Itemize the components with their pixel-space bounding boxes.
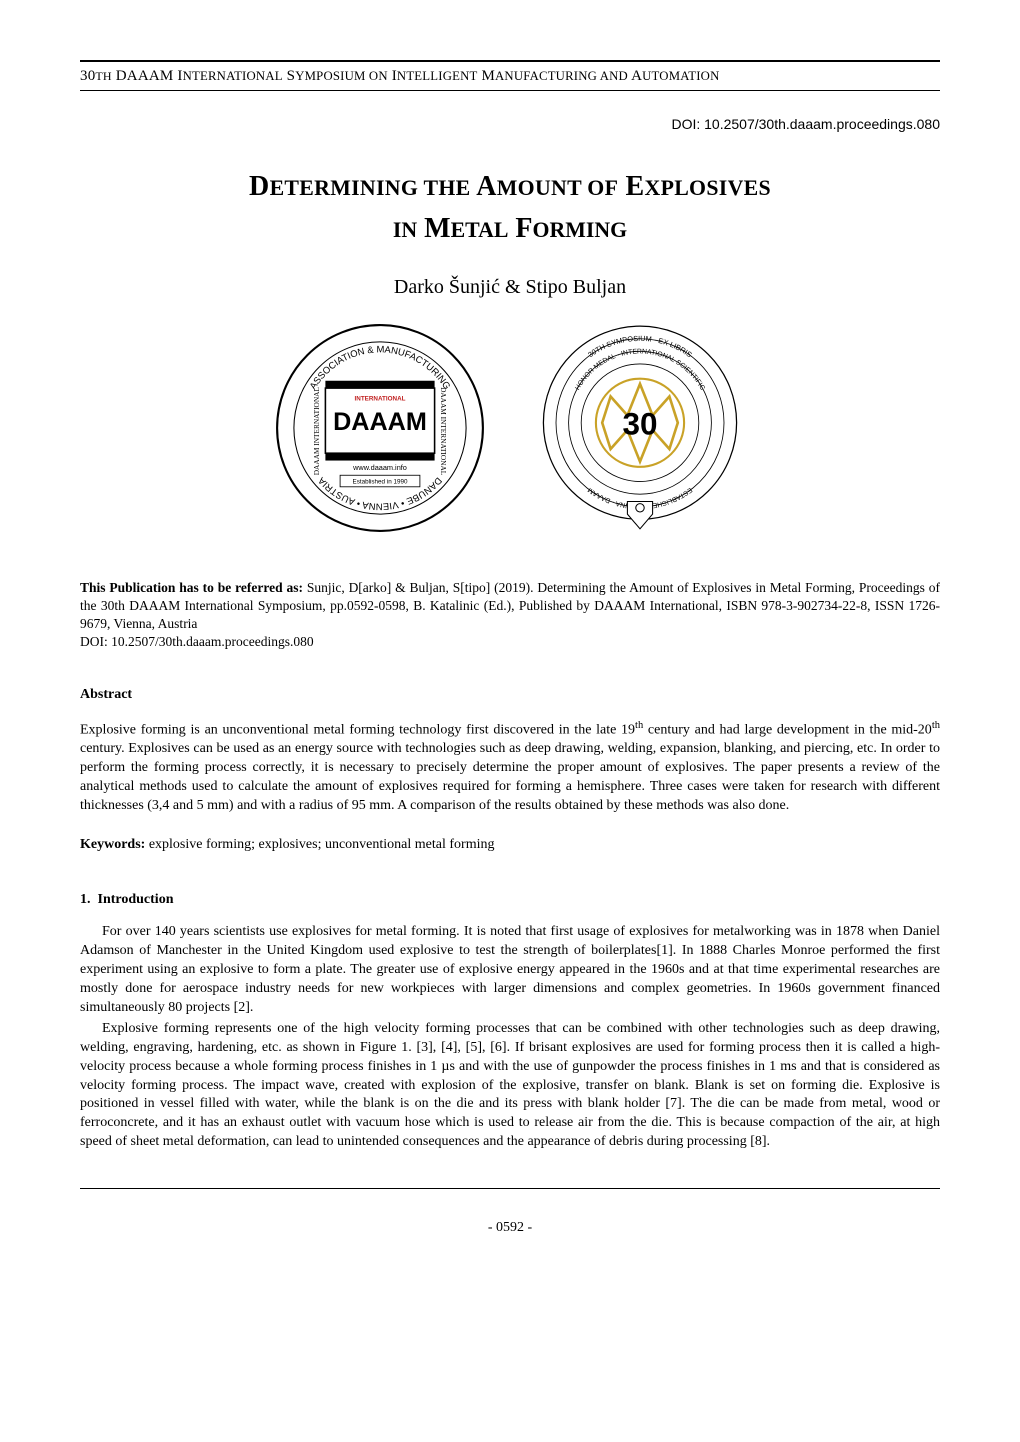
running-head: 30TH DAAAM INTERNATIONAL SYMPOSIUM ON IN… (80, 66, 940, 86)
header-rule-block: 30TH DAAAM INTERNATIONAL SYMPOSIUM ON IN… (80, 60, 940, 91)
section-1-title: Introduction (98, 892, 174, 907)
logos-row: ASSOCIATION & MANUFACTURING DANUBE • VIE… (80, 323, 940, 533)
svg-text:DAAAM INTERNATIONAL: DAAAM INTERNATIONAL (312, 386, 321, 475)
daaam-association-logo-icon: ASSOCIATION & MANUFACTURING DANUBE • VIE… (275, 323, 485, 533)
doi-line: DOI: 10.2507/30th.daaam.proceedings.080 (80, 115, 940, 134)
svg-text:www.daaam.info: www.daaam.info (352, 463, 407, 472)
paper-title-line1: DETERMINING THE AMOUNT OF EXPLOSIVES (80, 168, 940, 206)
abstract-heading: Abstract (80, 686, 940, 705)
section-1-para-2: Explosive forming represents one of the … (80, 1020, 940, 1152)
citation-lead: This Publication has to be referred as: (80, 580, 303, 595)
page-number: - 0592 - (80, 1219, 940, 1238)
paper-title-line2: IN METAL FORMING (80, 210, 940, 248)
svg-text:INTERNATIONAL: INTERNATIONAL (355, 395, 406, 402)
citation-doi: DOI: 10.2507/30th.daaam.proceedings.080 (80, 634, 314, 649)
abstract-body: Explosive forming is an unconventional m… (80, 719, 940, 816)
section-1-heading: 1. Introduction (80, 891, 940, 910)
section-1-para-1: For over 140 years scientists use explos… (80, 923, 940, 1017)
svg-text:Established in 1990: Established in 1990 (353, 478, 408, 485)
authors: Darko Šunjić & Stipo Buljan (80, 274, 940, 301)
svg-text:DAAAM: DAAAM (333, 408, 427, 436)
keywords-text: explosive forming; explosives; unconvent… (145, 837, 494, 852)
daaam-30th-medal-logo-icon: 30TH SYMPOSIUM · EX LIBRIS HONOR MEDAL ·… (535, 323, 745, 533)
svg-text:DAAAM INTERNATIONAL: DAAAM INTERNATIONAL (439, 387, 448, 476)
section-1-number: 1. (80, 892, 91, 907)
keywords-line: Keywords: explosive forming; explosives;… (80, 836, 940, 855)
svg-text:30: 30 (622, 405, 657, 441)
footer-rule (80, 1188, 940, 1189)
citation-block: This Publication has to be referred as: … (80, 579, 940, 652)
keywords-label: Keywords: (80, 837, 145, 852)
